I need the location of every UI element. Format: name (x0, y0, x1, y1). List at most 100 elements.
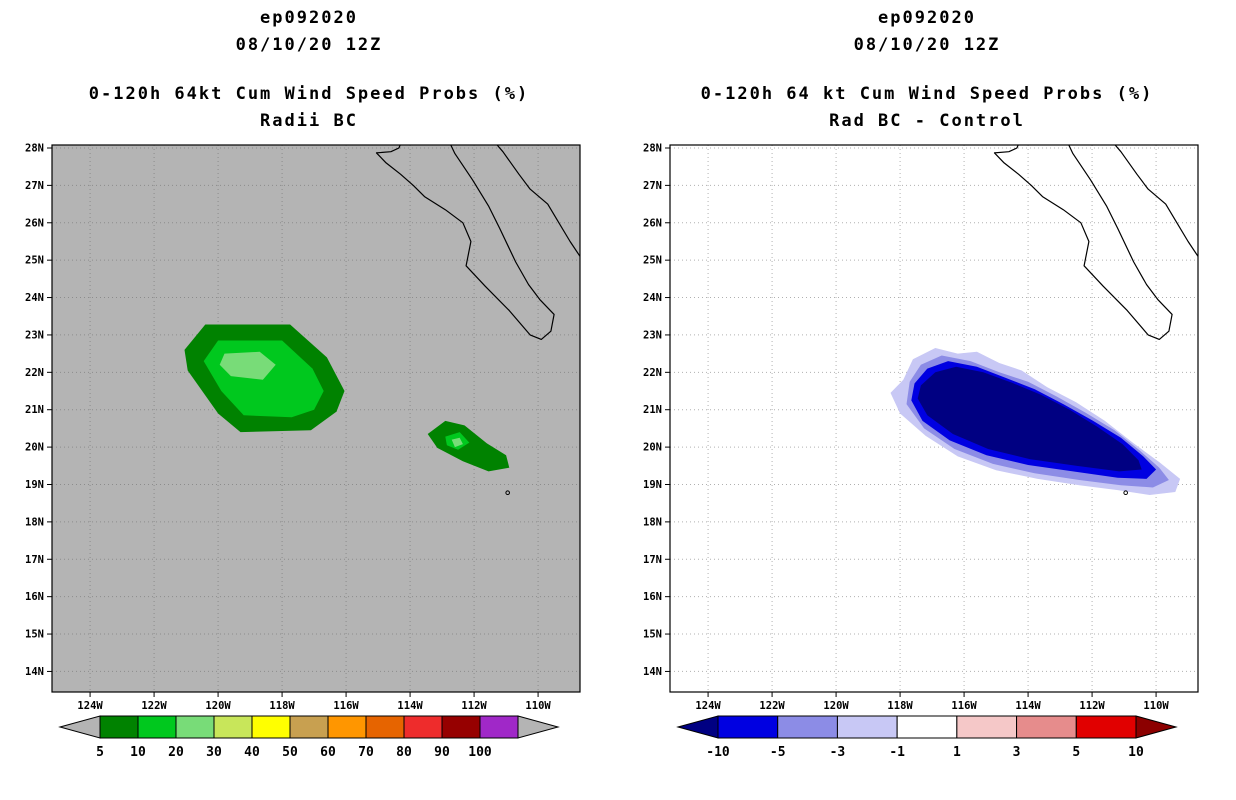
colorbar-cell (717, 715, 779, 739)
probability-contour-level-20 (451, 437, 463, 448)
colorbar-label: -10 (706, 745, 730, 760)
colorbar-cell (365, 715, 405, 739)
map-rad-bc-minus-control: 28N 27N 26N 25N 24N 23N 22N 21N 20N 19N 18N 17N 16N 1… (643, 142, 1199, 712)
lon-tick-label: 110W (1143, 700, 1169, 712)
colorbar-radii-bc: 5 10 20 30 40 50 60 70 80 90 100 (58, 715, 560, 760)
colorbar-cell (777, 715, 838, 739)
lon-tick-label: 112W (461, 700, 487, 712)
lat-tick-label: 19N (643, 479, 662, 491)
lat-tick-label: 22N (643, 367, 662, 379)
colorbar-label: 80 (396, 745, 412, 760)
map-radii-bc: 28N 27N 26N 25N 24N 23N 22N 21N 20N 19N 18N 17N 16N 1… (25, 142, 581, 712)
chart-subtitle: Radii BC (260, 111, 358, 131)
lat-tick-label: 23N (25, 329, 44, 341)
probability-contour-level-5 (427, 420, 510, 472)
colorbar-left-arrow (676, 715, 719, 739)
panel-radii-bc: ep092020 08/10/20 12Z 0-120h 64kt Cum Wi… (0, 0, 618, 760)
lat-tick-label: 14N (25, 666, 44, 678)
colorbar-cell (213, 715, 253, 739)
colorbar-right-arrow (1135, 715, 1178, 739)
lat-tick-label: 19N (25, 479, 44, 491)
colorbar-cell (1075, 715, 1137, 739)
colorbar-label: 60 (320, 745, 336, 760)
island (1123, 490, 1128, 496)
lat-tick-label: 17N (25, 554, 44, 566)
lat-tick-label: 20N (25, 442, 44, 454)
colorbar-label: 10 (130, 745, 146, 760)
storm-id: ep092020 (260, 8, 358, 28)
lon-tick-label: 114W (1015, 700, 1041, 712)
colorbar-cell (327, 715, 367, 739)
lat-tick-label: 26N (643, 217, 662, 229)
panel-header-right: ep092020 08/10/20 12Z 0-120h 64 kt Cum W… (618, 0, 1236, 142)
colorbar-label: 5 (96, 745, 104, 760)
lon-tick-label: 118W (887, 700, 913, 712)
colorbar-label: 5 (1072, 745, 1080, 760)
lat-tick-label: 14N (643, 666, 662, 678)
lat-tick-label: 27N (643, 180, 662, 192)
colorbar-cell (289, 715, 329, 739)
colorbar-cell (1016, 715, 1077, 739)
lat-tick-label: 23N (643, 329, 662, 341)
colorbar-label: -1 (889, 745, 905, 760)
lat-tick-label: 21N (25, 404, 44, 416)
colorbar-cell (99, 715, 139, 739)
lat-tick-label: 28N (643, 142, 662, 154)
colorbar-label: 50 (282, 745, 298, 760)
coastline (993, 145, 1173, 340)
lat-tick-label: 16N (25, 591, 44, 603)
lat-tick-label: 24N (643, 292, 662, 304)
colorbar-label: 100 (468, 745, 492, 760)
lat-tick-label: 22N (25, 367, 44, 379)
colorbar-label: -5 (770, 745, 786, 760)
lon-tick-label: 124W (695, 700, 721, 712)
probability-contour-level--10 (917, 366, 1142, 472)
colorbar-cell (956, 715, 1018, 739)
lon-tick-label: 116W (951, 700, 977, 712)
colorbar-label: 40 (244, 745, 260, 760)
lon-tick-label: 112W (1079, 700, 1105, 712)
lat-tick-label: 15N (25, 629, 44, 641)
coastline (375, 145, 555, 340)
colorbar-cell (441, 715, 481, 739)
lat-tick-label: 27N (25, 180, 44, 192)
colorbar-label: 70 (358, 745, 374, 760)
panel-header-left: ep092020 08/10/20 12Z 0-120h 64kt Cum Wi… (0, 0, 618, 142)
lon-tick-label: 110W (525, 700, 551, 712)
init-datetime: 08/10/20 12Z (235, 35, 383, 55)
panel-rad-bc-minus-control: ep092020 08/10/20 12Z 0-120h 64 kt Cum W… (618, 0, 1236, 800)
chart-title: 0-120h 64kt Cum Wind Speed Probs (%) (88, 84, 530, 104)
colorbar-cell (479, 715, 519, 739)
storm-id: ep092020 (878, 8, 976, 28)
island (505, 490, 510, 496)
colorbar-cell (836, 715, 898, 739)
colorbar-label: 30 (206, 745, 222, 760)
lat-tick-label: 20N (643, 442, 662, 454)
colorbar-left-arrow (58, 715, 101, 739)
chart-title: 0-120h 64 kt Cum Wind Speed Probs (%) (700, 84, 1154, 104)
lat-tick-label: 25N (25, 255, 44, 267)
colorbar-label: 1 (953, 745, 961, 760)
coastline (1114, 145, 1198, 258)
init-datetime: 08/10/20 12Z (853, 35, 1001, 55)
colorbar-cell (137, 715, 177, 739)
colorbar-cell (896, 715, 958, 739)
lat-tick-label: 26N (25, 217, 44, 229)
lat-tick-label: 21N (643, 404, 662, 416)
lat-tick-label: 18N (643, 516, 662, 528)
colorbar-label: 90 (434, 745, 450, 760)
lat-tick-label: 15N (643, 629, 662, 641)
colorbar-rad-bc-minus-control: -10 -5 -3 -1 1 3 5 10 (676, 715, 1178, 760)
map-border (669, 144, 1199, 693)
lat-tick-label: 24N (25, 292, 44, 304)
lon-tick-label: 120W (823, 700, 849, 712)
colorbar-label: 3 (1013, 745, 1021, 760)
lon-tick-label: 122W (759, 700, 785, 712)
lon-tick-label: 116W (333, 700, 359, 712)
lon-tick-label: 124W (77, 700, 103, 712)
lat-tick-label: 16N (643, 591, 662, 603)
colorbar-cell (403, 715, 443, 739)
colorbar-cell (251, 715, 291, 739)
lat-tick-label: 28N (25, 142, 44, 154)
